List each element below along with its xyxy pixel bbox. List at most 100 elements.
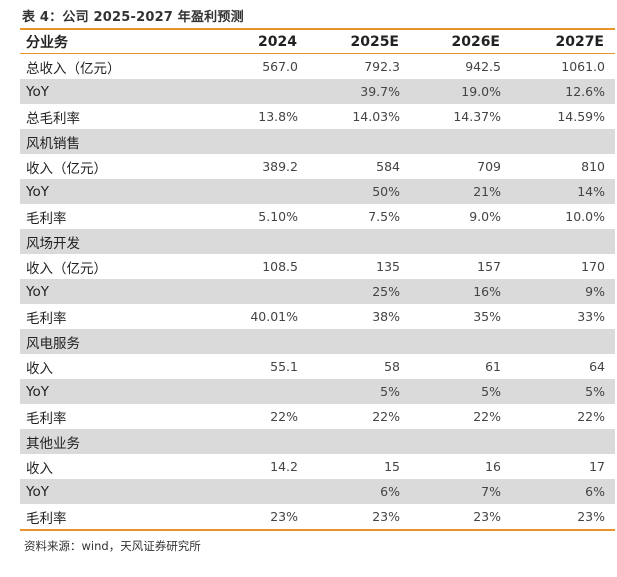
value-cell: 50% bbox=[372, 184, 400, 199]
table-row: 总收入（亿元） 567.0 792.3 942.5 1061.0 bbox=[20, 54, 615, 79]
table-row: 收入 14.2 15 16 17 bbox=[20, 454, 615, 479]
value-cell: 23% bbox=[473, 509, 501, 524]
table-row: 毛利率 22% 22% 22% 22% bbox=[20, 404, 615, 429]
row-label: 总收入（亿元） bbox=[26, 60, 121, 77]
section-row: 风机销售 bbox=[20, 129, 615, 154]
value-cell: 170 bbox=[581, 259, 605, 274]
header-year-2025e: 2025E bbox=[350, 33, 399, 50]
row-label: YoY bbox=[26, 483, 49, 500]
value-cell: 14.37% bbox=[453, 109, 501, 124]
table-header-row: 分业务 2024 2025E 2026E 2027E bbox=[20, 30, 615, 54]
table-bottom-rule bbox=[20, 529, 615, 531]
value-cell: 12.6% bbox=[565, 84, 605, 99]
value-cell: 22% bbox=[473, 409, 501, 424]
row-label: 收入 bbox=[26, 360, 53, 377]
value-cell: 108.5 bbox=[262, 259, 298, 274]
table-row: 收入 55.1 58 61 64 bbox=[20, 354, 615, 379]
value-cell: 64 bbox=[589, 359, 605, 374]
value-cell: 15 bbox=[384, 459, 400, 474]
header-label: 分业务 bbox=[26, 34, 68, 51]
header-year-2026e: 2026E bbox=[451, 33, 500, 50]
value-cell: 7.5% bbox=[368, 209, 400, 224]
value-cell: 709 bbox=[477, 159, 501, 174]
table-body: 总收入（亿元） 567.0 792.3 942.5 1061.0 YoY 39.7% 19.0… bbox=[20, 54, 615, 529]
value-cell: 40.01% bbox=[250, 309, 298, 324]
section-label: 风电服务 bbox=[26, 335, 80, 352]
table-row: 收入（亿元） 389.2 584 709 810 bbox=[20, 154, 615, 179]
value-cell: 19.0% bbox=[461, 84, 501, 99]
value-cell: 14% bbox=[577, 184, 605, 199]
value-cell: 13.8% bbox=[258, 109, 298, 124]
section-row: 风场开发 bbox=[20, 229, 615, 254]
section-label: 风机销售 bbox=[26, 135, 80, 152]
row-label: 收入 bbox=[26, 460, 53, 477]
value-cell: 7% bbox=[481, 484, 501, 499]
section-label: 风场开发 bbox=[26, 235, 80, 252]
row-label: 毛利率 bbox=[26, 410, 67, 427]
value-cell: 792.3 bbox=[364, 59, 400, 74]
row-label: YoY bbox=[26, 83, 49, 100]
table-row: 总毛利率 13.8% 14.03% 14.37% 14.59% bbox=[20, 104, 615, 129]
value-cell: 1061.0 bbox=[561, 59, 605, 74]
table-top-rule bbox=[20, 28, 615, 30]
value-cell: 38% bbox=[372, 309, 400, 324]
value-cell: 21% bbox=[473, 184, 501, 199]
row-label: 毛利率 bbox=[26, 310, 67, 327]
value-cell: 23% bbox=[372, 509, 400, 524]
value-cell: 157 bbox=[477, 259, 501, 274]
value-cell: 58 bbox=[384, 359, 400, 374]
value-cell: 6% bbox=[380, 484, 400, 499]
table-row: YoY 50% 21% 14% bbox=[20, 179, 615, 204]
table-row: 毛利率 23% 23% 23% 23% bbox=[20, 504, 615, 529]
table-row: YoY 5% 5% 5% bbox=[20, 379, 615, 404]
value-cell: 23% bbox=[270, 509, 298, 524]
value-cell: 6% bbox=[585, 484, 605, 499]
row-label: YoY bbox=[26, 383, 49, 400]
value-cell: 22% bbox=[577, 409, 605, 424]
value-cell: 9% bbox=[585, 284, 605, 299]
header-year-2024: 2024 bbox=[258, 33, 297, 50]
value-cell: 135 bbox=[376, 259, 400, 274]
table-row: 收入（亿元） 108.5 135 157 170 bbox=[20, 254, 615, 279]
row-label: 毛利率 bbox=[26, 510, 67, 527]
source-note: 资料来源：wind，天风证券研究所 bbox=[24, 539, 201, 553]
value-cell: 55.1 bbox=[270, 359, 298, 374]
value-cell: 14.2 bbox=[270, 459, 298, 474]
value-cell: 810 bbox=[581, 159, 605, 174]
value-cell: 389.2 bbox=[262, 159, 298, 174]
value-cell: 17 bbox=[589, 459, 605, 474]
row-label: 毛利率 bbox=[26, 210, 67, 227]
row-label: 收入（亿元） bbox=[26, 260, 107, 277]
value-cell: 33% bbox=[577, 309, 605, 324]
value-cell: 5% bbox=[585, 384, 605, 399]
value-cell: 14.59% bbox=[557, 109, 605, 124]
table-row: 毛利率 40.01% 38% 35% 33% bbox=[20, 304, 615, 329]
row-label: 总毛利率 bbox=[26, 110, 80, 127]
value-cell: 25% bbox=[372, 284, 400, 299]
value-cell: 5.10% bbox=[258, 209, 298, 224]
row-label: 收入（亿元） bbox=[26, 160, 107, 177]
table-row: YoY 25% 16% 9% bbox=[20, 279, 615, 304]
table-title: 表 4：公司 2025-2027 年盈利预测 bbox=[22, 10, 244, 25]
value-cell: 942.5 bbox=[465, 59, 501, 74]
value-cell: 5% bbox=[481, 384, 501, 399]
table-row: YoY 39.7% 19.0% 12.6% bbox=[20, 79, 615, 104]
value-cell: 584 bbox=[376, 159, 400, 174]
value-cell: 22% bbox=[270, 409, 298, 424]
section-row: 其他业务 bbox=[20, 429, 615, 454]
value-cell: 61 bbox=[485, 359, 501, 374]
row-label: YoY bbox=[26, 183, 49, 200]
value-cell: 10.0% bbox=[565, 209, 605, 224]
value-cell: 39.7% bbox=[360, 84, 400, 99]
value-cell: 567.0 bbox=[262, 59, 298, 74]
value-cell: 23% bbox=[577, 509, 605, 524]
forecast-table: 分业务 2024 2025E 2026E 2027E 总收入（亿元） 567.0 7… bbox=[20, 28, 615, 531]
table-row: YoY 6% 7% 6% bbox=[20, 479, 615, 504]
section-row: 风电服务 bbox=[20, 329, 615, 354]
section-label: 其他业务 bbox=[26, 435, 80, 452]
value-cell: 5% bbox=[380, 384, 400, 399]
value-cell: 22% bbox=[372, 409, 400, 424]
value-cell: 16% bbox=[473, 284, 501, 299]
value-cell: 35% bbox=[473, 309, 501, 324]
value-cell: 14.03% bbox=[352, 109, 400, 124]
